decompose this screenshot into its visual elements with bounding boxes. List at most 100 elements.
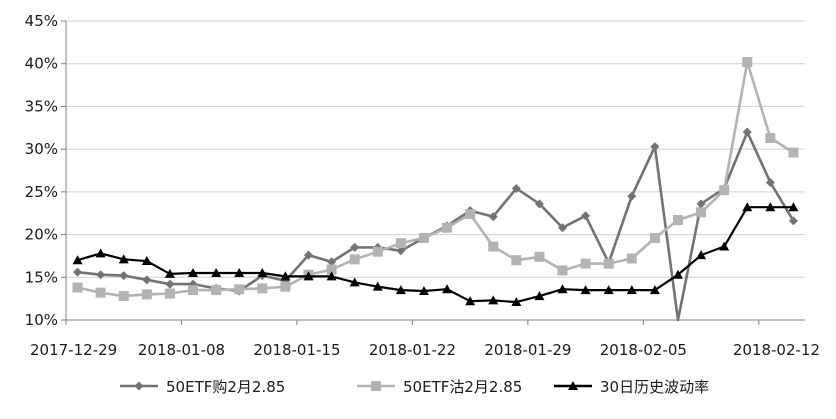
series-line (77, 206, 794, 304)
data-point (672, 215, 683, 226)
data-point (211, 285, 222, 296)
data-point (603, 285, 614, 295)
data-point (650, 142, 660, 152)
data-point (280, 281, 291, 292)
data-point (742, 127, 752, 137)
data-point (188, 268, 199, 278)
data-point (396, 246, 406, 256)
data-point (649, 232, 660, 243)
data-point (95, 248, 106, 258)
data-point (349, 277, 360, 287)
legend: 50ETF购2月2.85 50ETF沽2月2.85 30日历史波动率 (120, 378, 709, 396)
data-point (442, 284, 453, 294)
data-point (580, 285, 591, 295)
data-point (96, 270, 106, 280)
data-point (626, 285, 637, 295)
data-point (465, 296, 476, 306)
legend-item: 50ETF购2月2.85 (120, 378, 285, 396)
series-2 (72, 57, 799, 302)
data-point (372, 246, 383, 257)
data-point (742, 57, 753, 68)
data-point (788, 202, 799, 212)
data-point (72, 282, 83, 293)
data-point (257, 268, 268, 278)
y-tick-label: 25% (25, 183, 58, 201)
data-point (118, 254, 129, 264)
y-tick-label: 30% (25, 140, 58, 158)
data-point (696, 199, 706, 209)
data-point (511, 255, 522, 266)
data-point (418, 285, 429, 295)
legend-item: 50ETF沽2月2.85 (357, 378, 522, 396)
data-point (164, 268, 175, 278)
data-point (349, 254, 360, 265)
data-point (581, 211, 591, 221)
data-point (95, 287, 106, 298)
data-point (211, 268, 222, 278)
data-point (488, 241, 499, 252)
y-tick-label: 10% (25, 311, 58, 329)
data-point (350, 242, 360, 252)
data-point (164, 288, 175, 299)
data-point (765, 177, 775, 187)
x-tick-label: 2018-02-12 (733, 341, 820, 359)
data-point (719, 185, 730, 196)
data-point (72, 255, 83, 265)
data-point (418, 232, 429, 243)
series-3 (72, 202, 799, 307)
data-point (534, 251, 545, 262)
data-point (73, 267, 83, 277)
y-tick-label: 15% (25, 268, 58, 286)
data-point (603, 258, 614, 269)
data-point (326, 271, 337, 281)
x-tick-label: 2018-01-29 (484, 341, 571, 359)
data-point (165, 279, 175, 289)
data-point (626, 253, 637, 264)
data-point (326, 264, 337, 275)
data-point (303, 250, 313, 260)
data-point (280, 271, 291, 281)
x-tick-label: 2017-12-29 (30, 341, 117, 359)
data-point (765, 202, 776, 212)
x-tick-label: 2018-01-15 (253, 341, 340, 359)
legend-label: 50ETF购2月2.85 (166, 378, 285, 396)
series-line (77, 60, 795, 298)
grid-layer (66, 20, 805, 278)
data-point (395, 238, 406, 249)
data-point (327, 257, 337, 267)
data-point (696, 250, 707, 260)
legend-label: 30日历史波动率 (600, 378, 709, 396)
data-point (119, 271, 129, 281)
data-point (511, 297, 522, 307)
data-point (488, 212, 498, 222)
data-point (580, 258, 591, 269)
data-point (672, 269, 683, 279)
data-point (788, 216, 798, 226)
data-point (465, 209, 476, 220)
data-point (649, 285, 660, 295)
data-point (696, 207, 707, 218)
series-layer (72, 57, 799, 322)
legend-item: 30日历史波动率 (554, 378, 709, 396)
y-tick-label: 40% (25, 55, 58, 73)
data-point (234, 268, 245, 278)
legend-marker (568, 381, 578, 390)
data-point (627, 191, 637, 201)
data-point (188, 285, 199, 296)
data-point (557, 265, 568, 276)
legend-marker (134, 381, 144, 391)
data-point (719, 241, 730, 251)
axis-layer: 10% 15% 20% 25% 30% 35% 40% 45% 2017-12-29 2018-0… (25, 12, 820, 359)
legend-label: 50ETF沽2月2.85 (403, 378, 522, 396)
data-point (442, 222, 453, 233)
data-point (141, 256, 152, 266)
data-point (534, 199, 544, 209)
data-point (742, 202, 753, 212)
data-point (765, 133, 776, 144)
data-point (141, 289, 152, 300)
data-point (257, 283, 268, 294)
data-point (372, 281, 383, 291)
y-tick-label: 20% (25, 226, 58, 244)
y-tick-label: 35% (25, 97, 58, 115)
